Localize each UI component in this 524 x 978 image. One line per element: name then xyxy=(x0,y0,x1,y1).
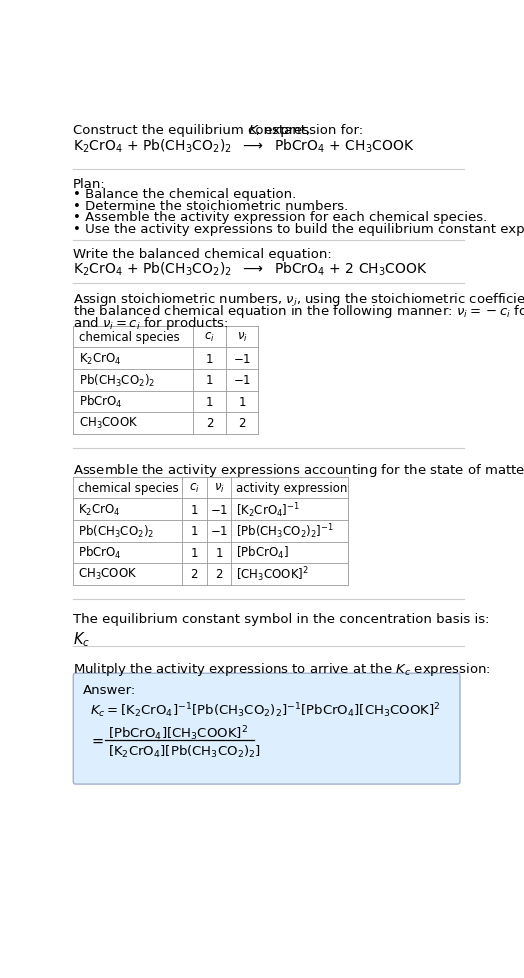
Text: 1: 1 xyxy=(206,395,213,409)
Text: 1: 1 xyxy=(190,503,198,516)
Text: • Determine the stoichiometric numbers.: • Determine the stoichiometric numbers. xyxy=(73,200,348,212)
Text: chemical species: chemical species xyxy=(80,331,180,344)
Text: 2: 2 xyxy=(215,568,223,581)
Text: Assign stoichiometric numbers, $\nu_i$, using the stoichiometric coefficients, $: Assign stoichiometric numbers, $\nu_i$, … xyxy=(73,291,524,308)
Text: the balanced chemical equation in the following manner: $\nu_i = -c_i$ for react: the balanced chemical equation in the fo… xyxy=(73,303,524,320)
Text: Plan:: Plan: xyxy=(73,177,106,191)
Text: 1: 1 xyxy=(206,374,213,387)
Text: CH$_3$COOK: CH$_3$COOK xyxy=(80,416,139,431)
Text: =: = xyxy=(91,733,103,748)
Text: $c_i$: $c_i$ xyxy=(189,481,200,495)
Text: CH$_3$COOK: CH$_3$COOK xyxy=(78,566,137,582)
Text: 2: 2 xyxy=(190,568,198,581)
Text: $[\mathrm{Pb(CH_3CO_2)_2}]^{-1}$: $[\mathrm{Pb(CH_3CO_2)_2}]^{-1}$ xyxy=(236,522,334,541)
Text: $K_c$: $K_c$ xyxy=(73,630,90,648)
Text: $c_i$: $c_i$ xyxy=(204,331,215,344)
Text: $-1$: $-1$ xyxy=(233,374,252,387)
Text: $[\mathrm{PbCrO_4}][\mathrm{CH_3COOK}]^2$: $[\mathrm{PbCrO_4}][\mathrm{CH_3COOK}]^2… xyxy=(108,724,248,742)
Text: Write the balanced chemical equation:: Write the balanced chemical equation: xyxy=(73,248,332,261)
Text: Assemble the activity expressions accounting for the state of matter and $\nu_i$: Assemble the activity expressions accoun… xyxy=(73,462,524,479)
Text: Construct the equilibrium constant,: Construct the equilibrium constant, xyxy=(73,123,314,137)
Text: and $\nu_i = c_i$ for products:: and $\nu_i = c_i$ for products: xyxy=(73,314,229,332)
Text: $-1$: $-1$ xyxy=(233,352,252,366)
Text: • Assemble the activity expression for each chemical species.: • Assemble the activity expression for e… xyxy=(73,211,487,224)
Text: • Balance the chemical equation.: • Balance the chemical equation. xyxy=(73,188,297,201)
Text: $[\mathrm{CH_3COOK}]^2$: $[\mathrm{CH_3COOK}]^2$ xyxy=(236,565,309,584)
Text: 1: 1 xyxy=(238,395,246,409)
Text: $\nu_i$: $\nu_i$ xyxy=(214,481,224,495)
Text: $[\mathrm{K_2CrO_4}]^{-1}$: $[\mathrm{K_2CrO_4}]^{-1}$ xyxy=(236,501,300,519)
Text: $-1$: $-1$ xyxy=(210,503,228,516)
Text: 1: 1 xyxy=(206,352,213,366)
Text: chemical species: chemical species xyxy=(78,481,179,495)
Text: K$_2$CrO$_4$: K$_2$CrO$_4$ xyxy=(78,502,121,517)
Text: activity expression: activity expression xyxy=(236,481,347,495)
Text: , expression for:: , expression for: xyxy=(256,123,363,137)
Text: 2: 2 xyxy=(238,417,246,430)
Text: 1: 1 xyxy=(190,525,198,538)
FancyBboxPatch shape xyxy=(73,674,460,784)
Text: 1: 1 xyxy=(190,547,198,559)
Text: $[\mathrm{K_2CrO_4}][\mathrm{Pb(CH_3CO_2)_2}]$: $[\mathrm{K_2CrO_4}][\mathrm{Pb(CH_3CO_2… xyxy=(108,743,261,760)
Text: $[\mathrm{PbCrO_4}]$: $[\mathrm{PbCrO_4}]$ xyxy=(236,545,289,560)
Text: The equilibrium constant symbol in the concentration basis is:: The equilibrium constant symbol in the c… xyxy=(73,613,490,626)
Text: Mulitply the activity expressions to arrive at the $K_c$ expression:: Mulitply the activity expressions to arr… xyxy=(73,660,491,678)
Text: PbCrO$_4$: PbCrO$_4$ xyxy=(80,394,123,410)
Text: Pb(CH$_3$CO$_2$)$_2$: Pb(CH$_3$CO$_2$)$_2$ xyxy=(80,373,156,388)
Text: $K$: $K$ xyxy=(248,123,260,137)
Text: 1: 1 xyxy=(215,547,223,559)
Text: K$_2$CrO$_4$: K$_2$CrO$_4$ xyxy=(80,351,122,367)
Text: Pb(CH$_3$CO$_2$)$_2$: Pb(CH$_3$CO$_2$)$_2$ xyxy=(78,523,154,539)
Text: $K_c = [\mathrm{K_2CrO_4}]^{-1}[\mathrm{Pb(CH_3CO_2)_2}]^{-1}[\mathrm{PbCrO_4}][: $K_c = [\mathrm{K_2CrO_4}]^{-1}[\mathrm{… xyxy=(90,700,440,719)
Text: K$_2$CrO$_4$ + Pb(CH$_3$CO$_2$)$_2$  $\longrightarrow$  PbCrO$_4$ + 2 CH$_3$COOK: K$_2$CrO$_4$ + Pb(CH$_3$CO$_2$)$_2$ $\lo… xyxy=(73,260,428,278)
Text: • Use the activity expressions to build the equilibrium constant expression.: • Use the activity expressions to build … xyxy=(73,223,524,236)
Text: PbCrO$_4$: PbCrO$_4$ xyxy=(78,545,122,560)
Text: $\nu_i$: $\nu_i$ xyxy=(237,331,248,344)
Text: K$_2$CrO$_4$ + Pb(CH$_3$CO$_2$)$_2$  $\longrightarrow$  PbCrO$_4$ + CH$_3$COOK: K$_2$CrO$_4$ + Pb(CH$_3$CO$_2$)$_2$ $\lo… xyxy=(73,137,414,155)
Text: Answer:: Answer: xyxy=(83,684,137,696)
Text: $-1$: $-1$ xyxy=(210,525,228,538)
Text: 2: 2 xyxy=(206,417,213,430)
